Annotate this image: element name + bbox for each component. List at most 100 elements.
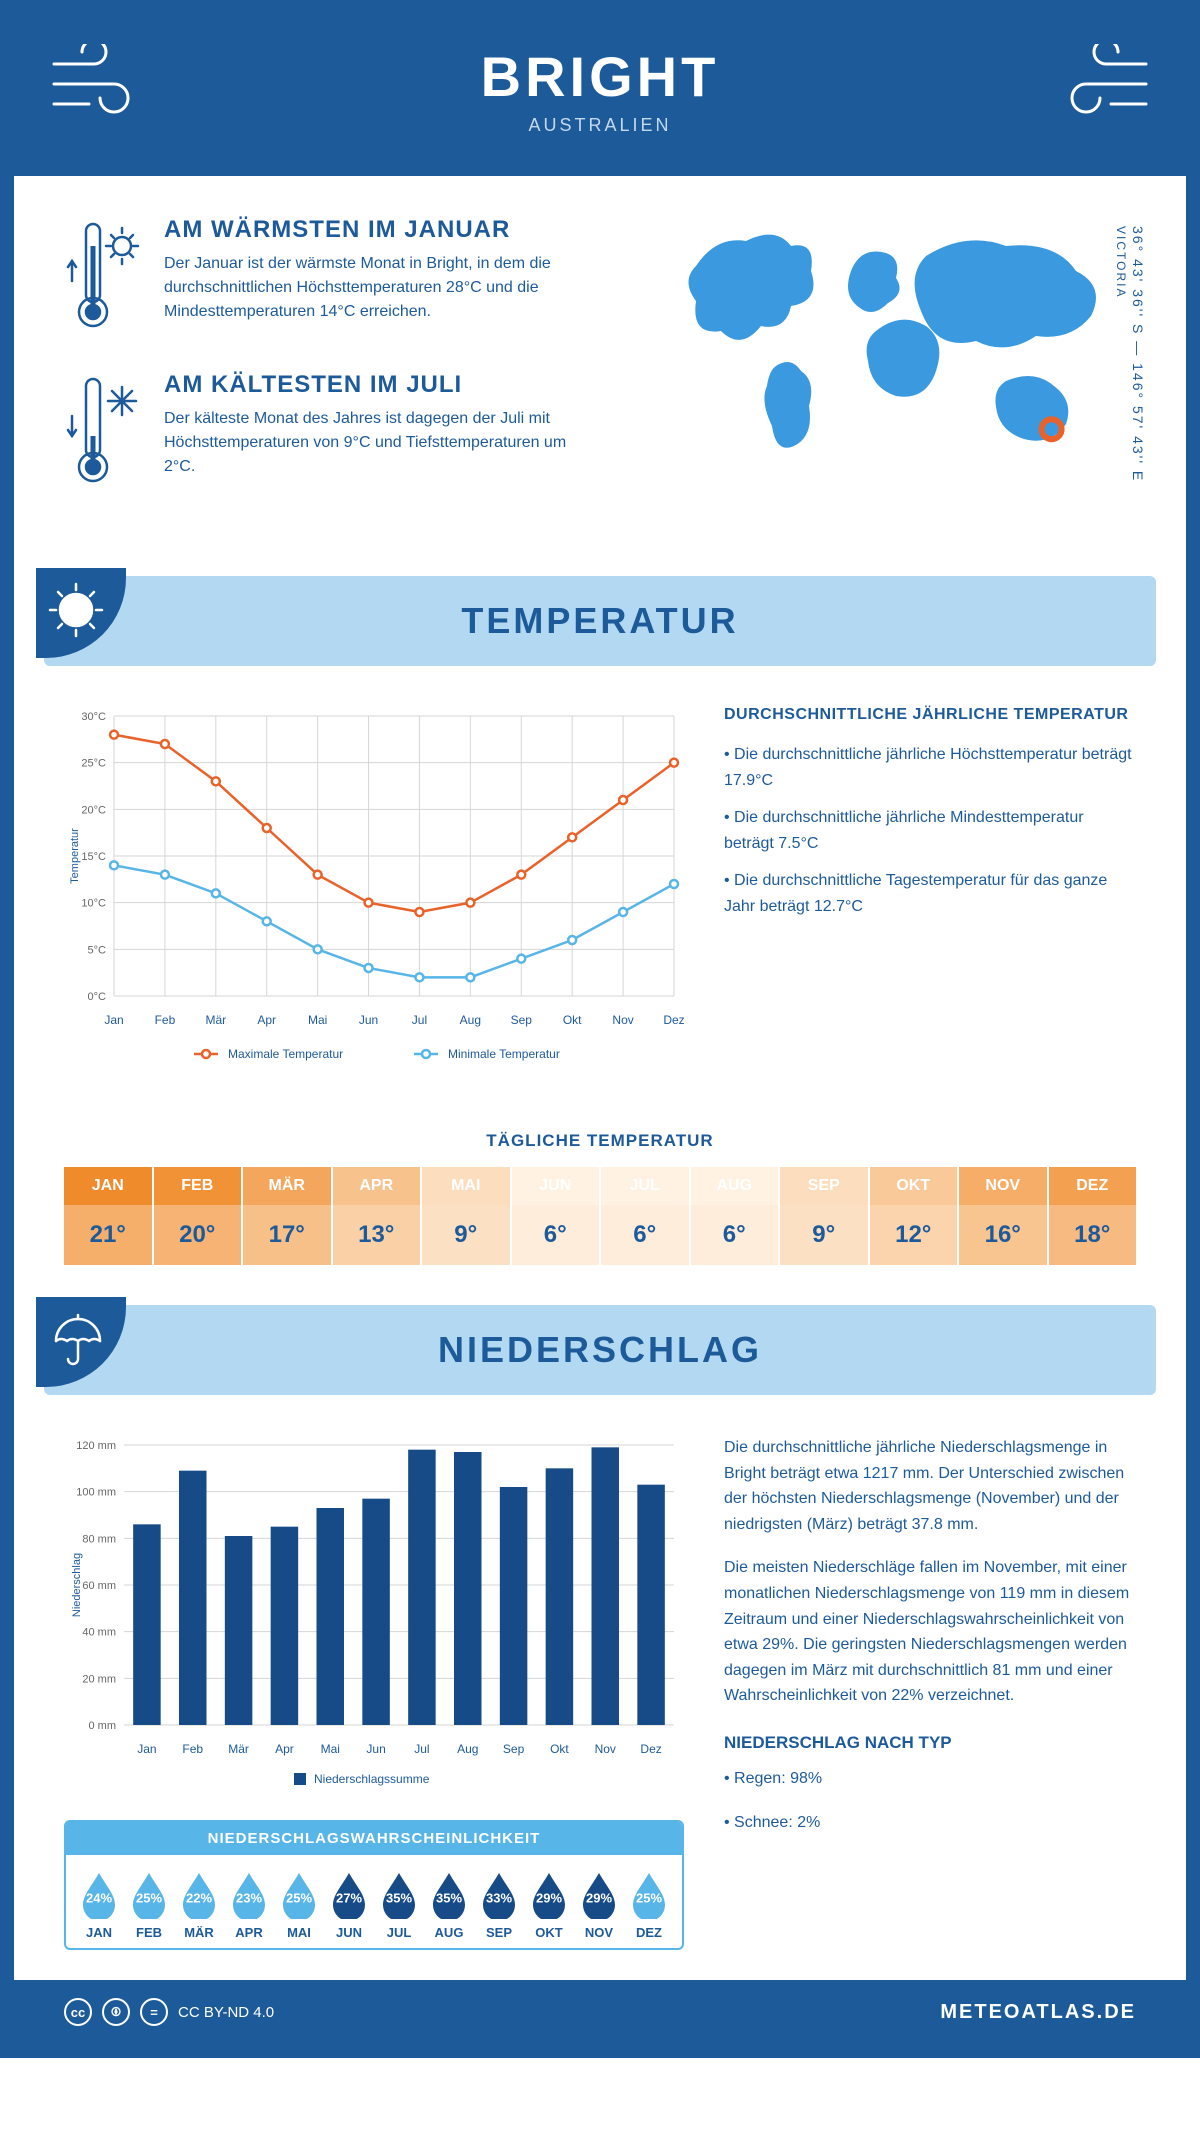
temp-bullet: • Die durchschnittliche Tagestemperatur … [724, 868, 1136, 919]
precip-p2: Die meisten Niederschläge fallen im Nove… [724, 1555, 1136, 1709]
svg-text:5°C: 5°C [88, 944, 107, 956]
svg-text:Mai: Mai [308, 1013, 327, 1027]
prob-cell: 27%JUN [324, 1869, 374, 1940]
page-title: BRIGHT [34, 44, 1166, 109]
temp-bullet: • Die durchschnittliche jährliche Höchst… [724, 742, 1136, 793]
prob-cell: 35%JUL [374, 1869, 424, 1940]
daily-temp-table: JAN21°FEB20°MÄR17°APR13°MAI9°JUN6°JUL6°A… [64, 1167, 1136, 1265]
svg-text:Jun: Jun [366, 1742, 385, 1756]
prob-cell: 25%DEZ [624, 1869, 674, 1940]
svg-text:0°C: 0°C [88, 991, 107, 1003]
svg-text:Aug: Aug [457, 1742, 478, 1756]
svg-text:Jan: Jan [104, 1013, 123, 1027]
precip-chart: 0 mm20 mm40 mm60 mm80 mm100 mm120 mmJanF… [64, 1435, 684, 1800]
coldest-title: AM KÄLTESTEN IM JULI [164, 371, 584, 399]
daily-cell: AUG6° [691, 1167, 781, 1265]
prob-cell: 25%FEB [124, 1869, 174, 1940]
svg-text:Niederschlag: Niederschlag [71, 1553, 83, 1617]
precip-summary: Die durchschnittliche jährliche Niedersc… [724, 1435, 1136, 1950]
daily-cell: MAI9° [422, 1167, 512, 1265]
svg-text:Nov: Nov [595, 1742, 616, 1756]
svg-text:0 mm: 0 mm [89, 1720, 117, 1732]
svg-text:40 mm: 40 mm [82, 1627, 116, 1639]
svg-text:Mär: Mär [205, 1013, 226, 1027]
svg-text:30°C: 30°C [81, 711, 106, 723]
thermometer-cold-icon [64, 371, 144, 496]
warmest-title: AM WÄRMSTEN IM JANUAR [164, 216, 584, 244]
prob-cell: 22%MÄR [174, 1869, 224, 1940]
wind-icon [1046, 44, 1156, 129]
precip-type: • Regen: 98% [724, 1766, 1136, 1792]
site-name: METEOATLAS.DE [940, 2001, 1136, 2024]
daily-cell: JAN21° [64, 1167, 154, 1265]
world-map: VICTORIA 36° 43' 36'' S — 146° 57' 43'' … [656, 216, 1136, 526]
footer: cc 🅯 = CC BY-ND 4.0 METEOATLAS.DE [14, 1980, 1186, 2044]
precip-p1: Die durchschnittliche jährliche Niedersc… [724, 1435, 1136, 1537]
svg-text:Maximale Temperatur: Maximale Temperatur [228, 1047, 343, 1061]
daily-cell: MÄR17° [243, 1167, 333, 1265]
svg-text:Jul: Jul [412, 1013, 427, 1027]
coldest-text: Der kälteste Monat des Jahres ist dagege… [164, 407, 584, 479]
svg-text:Aug: Aug [460, 1013, 481, 1027]
daily-cell: JUL6° [601, 1167, 691, 1265]
svg-text:Sep: Sep [511, 1013, 533, 1027]
svg-text:100 mm: 100 mm [76, 1487, 116, 1499]
svg-text:Apr: Apr [275, 1742, 294, 1756]
daily-cell: APR13° [333, 1167, 423, 1265]
cc-icon: cc [64, 1998, 92, 2026]
precip-type-title: NIEDERSCHLAG NACH TYP [724, 1729, 1136, 1756]
prob-cell: 29%NOV [574, 1869, 624, 1940]
temp-bullet: • Die durchschnittliche jährliche Mindes… [724, 805, 1136, 856]
warmest-block: AM WÄRMSTEN IM JANUAR Der Januar ist der… [64, 216, 626, 341]
svg-text:Minimale Temperatur: Minimale Temperatur [448, 1047, 560, 1061]
svg-text:Temperatur: Temperatur [69, 828, 81, 884]
svg-text:15°C: 15°C [81, 851, 106, 863]
svg-text:Niederschlagssumme: Niederschlagssumme [314, 1772, 430, 1786]
svg-text:20°C: 20°C [81, 804, 106, 816]
svg-text:Dez: Dez [640, 1742, 661, 1756]
svg-text:Feb: Feb [155, 1013, 176, 1027]
umbrella-icon [36, 1297, 126, 1387]
svg-text:20 mm: 20 mm [82, 1673, 116, 1685]
svg-text:Nov: Nov [612, 1013, 633, 1027]
temperature-summary: DURCHSCHNITTLICHE JÄHRLICHE TEMPERATUR •… [724, 706, 1136, 1081]
svg-text:Apr: Apr [257, 1013, 276, 1027]
svg-text:Mär: Mär [228, 1742, 249, 1756]
sun-icon [36, 568, 126, 658]
nd-icon: = [140, 1998, 168, 2026]
prob-cell: 29%OKT [524, 1869, 574, 1940]
svg-text:Sep: Sep [503, 1742, 525, 1756]
svg-text:Okt: Okt [563, 1013, 582, 1027]
svg-text:10°C: 10°C [81, 898, 106, 910]
prob-cell: 25%MAI [274, 1869, 324, 1940]
coldest-block: AM KÄLTESTEN IM JULI Der kälteste Monat … [64, 371, 626, 496]
thermometer-hot-icon [64, 216, 144, 341]
svg-text:60 mm: 60 mm [82, 1580, 116, 1592]
prob-title: NIEDERSCHLAGSWAHRSCHEINLICHKEIT [66, 1822, 682, 1855]
svg-text:Jul: Jul [414, 1742, 429, 1756]
header: BRIGHT AUSTRALIEN [14, 14, 1186, 176]
precip-probability-box: NIEDERSCHLAGSWAHRSCHEINLICHKEIT 24%JAN25… [64, 1820, 684, 1950]
coords-label: 36° 43' 36'' S — 146° 57' 43'' E [1130, 226, 1146, 482]
license: cc 🅯 = CC BY-ND 4.0 [64, 1998, 274, 2026]
temperature-title: TEMPERATUR [64, 600, 1136, 642]
svg-text:Jan: Jan [137, 1742, 156, 1756]
prob-cell: 24%JAN [74, 1869, 124, 1940]
svg-text:Okt: Okt [550, 1742, 569, 1756]
daily-cell: DEZ18° [1049, 1167, 1137, 1265]
daily-cell: SEP9° [780, 1167, 870, 1265]
prob-cell: 33%SEP [474, 1869, 524, 1940]
license-text: CC BY-ND 4.0 [178, 2004, 274, 2021]
prob-cell: 35%AUG [424, 1869, 474, 1940]
prob-cell: 23%APR [224, 1869, 274, 1940]
daily-cell: JUN6° [512, 1167, 602, 1265]
temp-summary-title: DURCHSCHNITTLICHE JÄHRLICHE TEMPERATUR [724, 706, 1136, 724]
precip-section-header: NIEDERSCHLAG [44, 1305, 1156, 1395]
by-icon: 🅯 [102, 1998, 130, 2026]
svg-text:Mai: Mai [321, 1742, 340, 1756]
temperature-chart: 0°C 5°C 10°C 15°C 20°C 25°C 30°C Jan Feb Mär Apr Ma… [64, 706, 684, 1081]
temperature-section-header: TEMPERATUR [44, 576, 1156, 666]
daily-cell: FEB20° [154, 1167, 244, 1265]
svg-text:25°C: 25°C [81, 758, 106, 770]
daily-temp-title: TÄGLICHE TEMPERATUR [14, 1131, 1186, 1151]
